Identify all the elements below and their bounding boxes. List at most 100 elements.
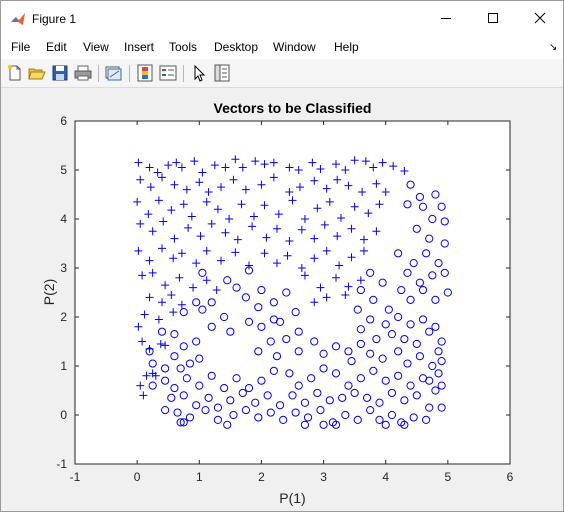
plus-marker bbox=[229, 175, 238, 184]
circle-marker bbox=[294, 381, 303, 390]
plus-marker bbox=[213, 205, 222, 214]
plus-marker bbox=[167, 290, 176, 299]
save-icon[interactable] bbox=[51, 64, 69, 82]
menu-edit[interactable]: Edit bbox=[46, 40, 67, 54]
circle-marker bbox=[381, 320, 390, 329]
circle-marker bbox=[356, 285, 365, 295]
menu-file[interactable]: File bbox=[11, 40, 31, 54]
menu-help[interactable]: Help bbox=[334, 40, 359, 54]
plus-marker bbox=[146, 183, 155, 192]
x-axis-label: P(1) bbox=[279, 490, 305, 506]
circle-marker bbox=[170, 352, 179, 361]
y-tick-label: 1 bbox=[60, 359, 67, 373]
circle-marker bbox=[167, 393, 176, 402]
circle-marker bbox=[179, 308, 188, 317]
print-icon[interactable] bbox=[74, 64, 92, 82]
toolbar-dock-arrow-icon[interactable]: ↘ bbox=[549, 42, 558, 53]
circle-marker bbox=[198, 268, 207, 277]
circle-marker bbox=[366, 268, 375, 277]
plus-marker bbox=[347, 253, 356, 262]
matlab-logo-icon bbox=[11, 13, 25, 25]
plus-marker bbox=[138, 337, 147, 346]
insert-legend-icon[interactable] bbox=[159, 64, 177, 82]
menu-bar: File Edit View Insert Tools Desktop Wind… bbox=[1, 35, 563, 59]
property-inspector-icon[interactable] bbox=[213, 64, 231, 82]
circle-marker bbox=[437, 202, 446, 211]
new-figure-icon[interactable] bbox=[6, 64, 24, 82]
open-file-icon[interactable] bbox=[28, 64, 46, 82]
plus-marker bbox=[136, 219, 145, 228]
circle-marker bbox=[294, 327, 303, 336]
circle-marker bbox=[338, 393, 347, 402]
circle-marker bbox=[185, 359, 195, 368]
menu-insert[interactable]: Insert bbox=[124, 40, 155, 54]
circle-marker bbox=[238, 388, 247, 398]
circle-marker bbox=[316, 406, 325, 415]
plus-marker bbox=[313, 204, 322, 213]
plus-marker bbox=[221, 228, 230, 237]
plus-marker bbox=[159, 217, 168, 226]
plus-marker bbox=[231, 248, 240, 257]
plus-marker bbox=[198, 168, 207, 177]
plus-marker bbox=[238, 163, 247, 172]
y-tick-label: 3 bbox=[60, 261, 67, 275]
plus-marker bbox=[225, 215, 234, 223]
plus-marker bbox=[133, 197, 142, 206]
plus-marker bbox=[316, 283, 325, 292]
plus-marker bbox=[300, 215, 309, 223]
link-plot-icon[interactable] bbox=[105, 64, 123, 82]
circle-marker bbox=[226, 327, 235, 336]
plus-marker bbox=[310, 254, 319, 263]
select-arrow-icon[interactable] bbox=[190, 64, 208, 82]
title-bar[interactable]: Figure 1 bbox=[1, 1, 563, 35]
plus-marker bbox=[177, 163, 186, 172]
circle-marker bbox=[157, 327, 167, 336]
circle-marker bbox=[331, 420, 341, 429]
x-tick-label: -1 bbox=[70, 470, 81, 484]
circle-marker bbox=[443, 288, 452, 297]
circle-marker bbox=[257, 376, 266, 385]
circle-marker bbox=[394, 249, 403, 258]
figure-area: Vectors to be Classified P(1) P(2) -1 0 1 2… bbox=[1, 88, 563, 511]
plus-marker bbox=[375, 200, 384, 209]
menu-window[interactable]: Window bbox=[273, 40, 316, 54]
toolbar-separator bbox=[98, 65, 99, 82]
plus-marker bbox=[336, 214, 345, 223]
menu-desktop[interactable]: Desktop bbox=[214, 40, 259, 54]
menu-view[interactable]: View bbox=[83, 40, 109, 54]
circle-marker bbox=[356, 374, 365, 383]
plus-marker bbox=[350, 202, 359, 211]
maximize-button[interactable] bbox=[470, 1, 516, 35]
circle-marker bbox=[254, 303, 263, 312]
circle-marker bbox=[394, 347, 403, 356]
close-button[interactable] bbox=[517, 1, 563, 35]
circle-marker bbox=[422, 415, 431, 424]
circle-marker bbox=[179, 342, 188, 351]
plus-marker bbox=[153, 168, 162, 177]
circle-marker bbox=[204, 393, 213, 402]
insert-colorbar-icon[interactable] bbox=[136, 64, 154, 82]
plus-marker bbox=[192, 259, 201, 268]
plus-marker bbox=[308, 158, 317, 167]
circle-marker bbox=[415, 192, 424, 202]
scatter-plot[interactable]: Vectors to be Classified P(1) P(2) -1 0 1 2… bbox=[1, 88, 563, 511]
circle-marker bbox=[220, 312, 229, 322]
plus-marker bbox=[179, 200, 188, 209]
toolbar bbox=[1, 59, 563, 88]
circle-marker bbox=[207, 371, 216, 380]
plus-marker bbox=[233, 235, 242, 244]
circle-marker bbox=[310, 337, 319, 346]
plus-marker bbox=[167, 206, 176, 215]
circle-marker bbox=[269, 298, 278, 307]
minimize-button[interactable] bbox=[423, 1, 469, 35]
plus-marker bbox=[400, 166, 409, 175]
plus-marker bbox=[136, 381, 145, 390]
menu-tools[interactable]: Tools bbox=[169, 40, 198, 54]
circle-marker bbox=[372, 334, 381, 344]
circle-marker bbox=[207, 322, 216, 331]
circle-marker bbox=[288, 391, 297, 400]
x-tick-label: 3 bbox=[320, 470, 327, 484]
plus-marker bbox=[217, 256, 226, 265]
circle-marker bbox=[381, 420, 390, 429]
circle-marker bbox=[244, 383, 254, 393]
